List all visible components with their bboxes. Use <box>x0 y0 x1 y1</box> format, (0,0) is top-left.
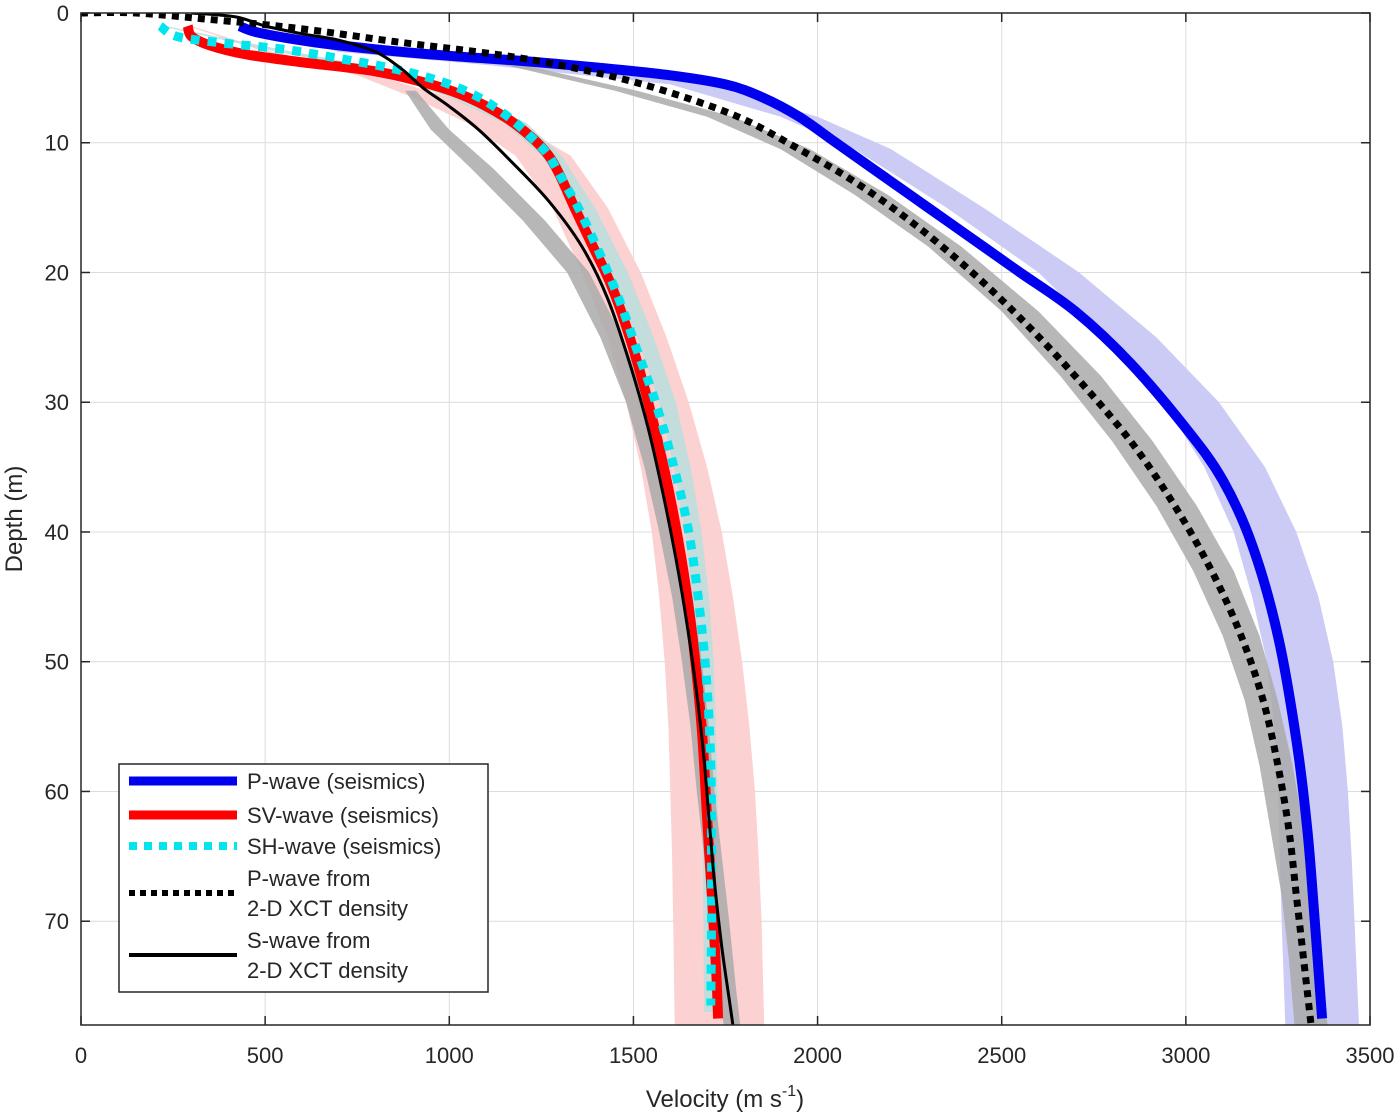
x-axis-title: Velocity (m s-1) <box>646 1083 804 1113</box>
uncertainty-band <box>239 26 1359 1025</box>
legend: P-wave (seismics) SV-wave (seismics) SH-wa… <box>118 763 489 993</box>
x-tick-label: 3500 <box>1346 1043 1395 1068</box>
data-series <box>81 13 1328 1025</box>
plot-frame <box>80 12 1371 1026</box>
y-tick-label: 0 <box>57 1 69 26</box>
legend-label: 2-D XCT density <box>247 896 408 921</box>
y-tick-label: 30 <box>45 390 69 415</box>
legend-label: P-wave from <box>247 866 370 891</box>
x-axis-title-main: Velocity (m s <box>646 1086 782 1113</box>
axis-ticks: 0 500 1000 1500 2000 2500 3000 3500 0 10 20 30 40 50 6… <box>45 1 1395 1068</box>
x-axis-title-superscript: -1 <box>782 1083 796 1100</box>
legend-label: P-wave (seismics) <box>247 769 425 794</box>
series-line <box>157 22 717 1006</box>
y-axis-title: Depth (m) <box>1 466 28 573</box>
x-tick-label: 1500 <box>609 1043 658 1068</box>
x-tick-label: 2000 <box>793 1043 842 1068</box>
plot-layer <box>81 13 1359 1025</box>
legend-label: SV-wave (seismics) <box>247 803 439 828</box>
y-tick-label: 50 <box>45 650 69 675</box>
legend-label: S-wave from <box>247 928 370 953</box>
series-line <box>191 13 735 1025</box>
x-axis-title-end: ) <box>796 1086 804 1113</box>
x-tick-label: 1000 <box>425 1043 474 1068</box>
y-tick-label: 60 <box>45 779 69 804</box>
x-tick-label: 500 <box>247 1043 284 1068</box>
legend-label: 2-D XCT density <box>247 958 408 983</box>
x-tick-label: 3000 <box>1161 1043 1210 1068</box>
y-tick-label: 20 <box>45 260 69 285</box>
series-line <box>237 21 1328 1019</box>
y-tick-label: 40 <box>45 520 69 545</box>
y-tick-label: 70 <box>45 909 69 934</box>
x-tick-label: 2500 <box>977 1043 1026 1068</box>
uncertainty-bands <box>160 26 1359 1025</box>
y-tick-label: 10 <box>45 131 69 156</box>
x-tick-label: 0 <box>75 1043 87 1068</box>
series-line <box>81 13 1315 1025</box>
uncertainty-band <box>405 90 741 1025</box>
legend-label: SH-wave (seismics) <box>247 834 441 859</box>
